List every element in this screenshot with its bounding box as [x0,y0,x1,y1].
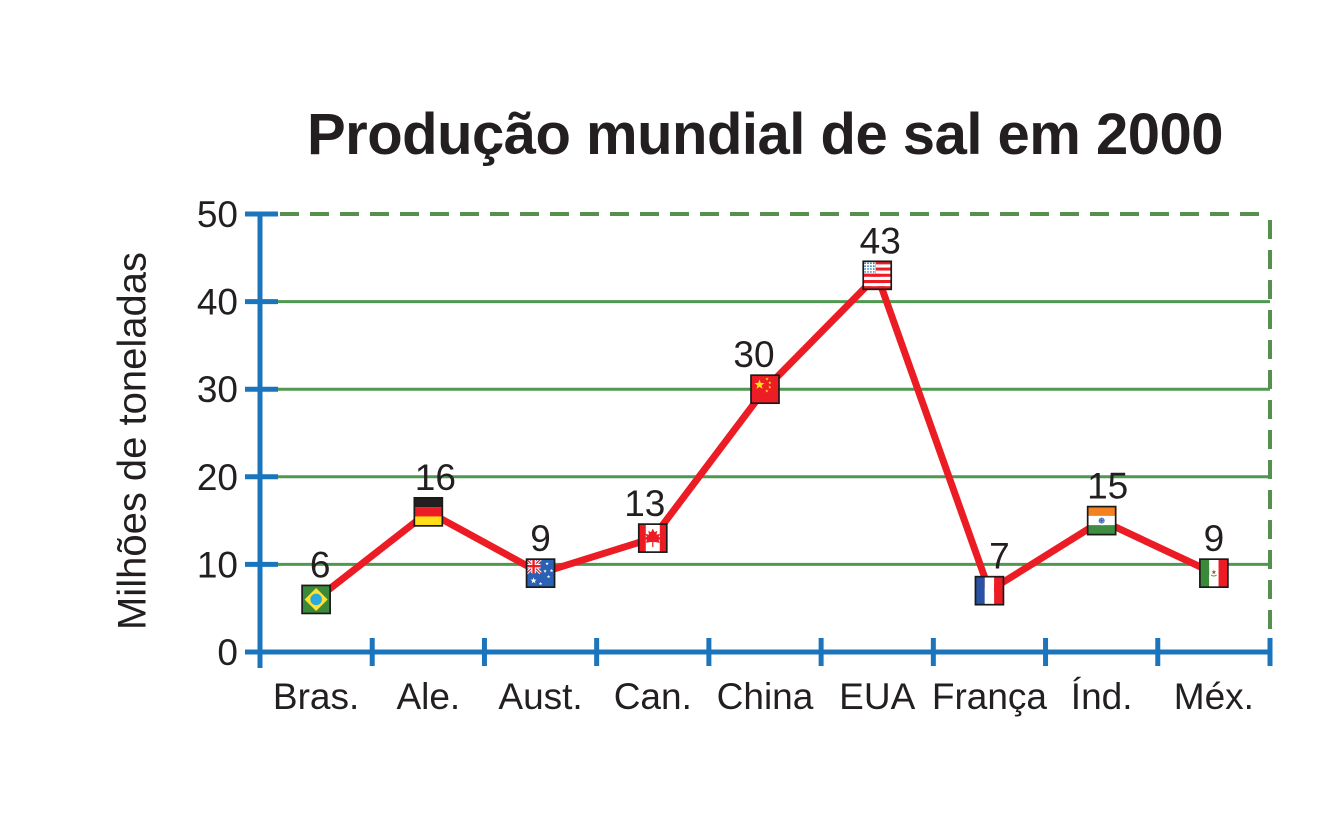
x-category-label-6: França [932,676,1048,717]
x-category-label-5: EUA [839,676,915,717]
x-category-label-4: China [717,676,814,717]
value-label-4: 30 [733,334,774,375]
chart-title: Produção mundial de sal em 2000 [306,102,1224,167]
value-label-5: 43 [860,220,901,261]
y-tick-label-50: 50 [197,194,238,235]
value-label-3: 13 [624,483,665,524]
value-label-8: 9 [1204,518,1225,559]
y-tick-label-10: 10 [197,544,238,585]
value-label-7: 15 [1087,466,1128,507]
x-category-label-0: Bras. [273,676,359,717]
value-label-1: 16 [415,457,456,498]
flag-usa-icon [862,260,893,291]
data-line [312,271,1218,603]
x-category-label-8: Méx. [1174,676,1254,717]
y-tick-label-30: 30 [197,369,238,410]
flag-brazil-icon [301,584,331,615]
flag-mexico-icon [1199,558,1229,589]
y-tick-label-40: 40 [197,282,238,323]
x-category-label-7: Índ. [1071,676,1133,717]
value-label-0: 6 [310,544,331,585]
y-tick-label-0: 0 [217,632,238,673]
flag-canada-icon [637,523,668,553]
flag-france-icon [974,575,1005,606]
x-category-label-2: Aust. [498,676,582,717]
y-tick-label-20: 20 [197,457,238,498]
value-label-6: 7 [989,536,1010,577]
x-category-label-1: Ale. [396,676,460,717]
flag-germany-icon [413,496,444,527]
flag-india-icon [1086,505,1117,536]
x-category-label-3: Can. [614,676,692,717]
flag-china-icon [750,374,780,405]
value-label-2: 9 [530,518,551,559]
flag-australia-icon [525,558,556,589]
